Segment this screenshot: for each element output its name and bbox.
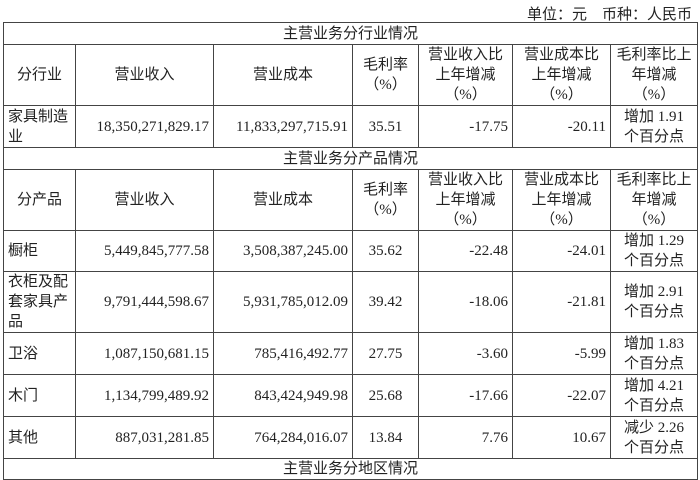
table-cell: 其他 — [3, 416, 76, 459]
column-header: 分产品 — [3, 169, 76, 231]
table-cell: 13.84 — [352, 416, 419, 459]
column-header: 营业成本比上年增减（%） — [512, 44, 611, 106]
table-cell: 5,449,845,777.58 — [75, 230, 214, 272]
table-cell: 25.68 — [352, 374, 419, 417]
table-cell: 卫浴 — [3, 332, 76, 375]
table-cell: 减少 2.26 个百分点 — [609, 416, 699, 459]
column-header: 营业成本比上年增减（%） — [512, 169, 611, 231]
table-cell: -3.60 — [418, 332, 513, 375]
table-cell: 增加 2.91 个百分点 — [609, 271, 699, 333]
column-header: 营业成本 — [213, 44, 353, 106]
table-cell: 764,284,016.07 — [213, 416, 353, 459]
section-title: 主营业务分产品情况 — [2, 147, 699, 170]
table-cell: 35.51 — [352, 105, 419, 148]
table-cell: 橱柜 — [3, 230, 76, 272]
table-cell: 843,424,949.98 — [213, 374, 353, 417]
table-cell: -18.06 — [418, 271, 513, 333]
column-header: 营业收入比上年增减（%） — [418, 44, 513, 106]
table-row: 橱柜 5,449,845,777.58 3,508,387,245.00 35.62-… — [3, 230, 699, 272]
table-cell: 39.42 — [352, 271, 419, 333]
main-business-table: 主营业务分行业情况 分行业 营业收入 营业成本 毛利率（%） 营业收入比上年增减（%） 营业… — [2, 22, 699, 480]
table-cell: 3,508,387,245.00 — [213, 230, 353, 272]
table-cell: -5.99 — [512, 332, 611, 375]
column-header: 毛利率比上年增减（%） — [609, 44, 699, 106]
table-cell: 增加 1.29 个百分点 — [609, 230, 699, 272]
table-cell: 785,416,492.77 — [213, 332, 353, 375]
table-cell: 增加 1.83 个百分点 — [609, 332, 699, 375]
column-header: 毛利率比上年增减（%） — [609, 169, 699, 231]
table-cell: 18,350,271,829.17 — [75, 105, 214, 148]
table-cell: 9,791,444,598.67 — [75, 271, 214, 333]
section-title: 主营业务分地区情况 — [2, 458, 699, 480]
table-row: 家具制造业 18,350,271,829.17 11,833,297,715.91 3… — [3, 105, 699, 148]
table-cell: 11,833,297,715.91 — [213, 105, 353, 148]
table-cell: 10.67 — [512, 416, 611, 459]
column-header: 分行业 — [3, 44, 76, 106]
table-cell: -21.81 — [512, 271, 611, 333]
section-title: 主营业务分行业情况 — [2, 22, 699, 45]
table-cell: 家具制造业 — [3, 105, 76, 148]
table-cell: 增加 1.91 个百分点 — [609, 105, 699, 148]
column-header: 营业收入 — [75, 44, 214, 106]
table-row: 其他 887,031,281.85 764,284,016.07 13.84 7.76 1… — [3, 416, 699, 459]
table-cell: 衣柜及配套家具产品 — [3, 271, 76, 333]
column-header: 营业收入 — [75, 169, 214, 231]
table-cell: 35.62 — [352, 230, 419, 272]
table-cell: 887,031,281.85 — [75, 416, 214, 459]
table-cell: -20.11 — [512, 105, 611, 148]
table-row: 木门 1,134,799,489.92 843,424,949.98 25.68 -17… — [3, 374, 699, 417]
table-cell: -17.75 — [418, 105, 513, 148]
column-header: 营业收入比上年增减（%） — [418, 169, 513, 231]
unit-currency-note: 单位：元 币种：人民币 — [526, 7, 692, 23]
table-cell: 27.75 — [352, 332, 419, 375]
column-header: 毛利率（%） — [352, 169, 419, 231]
column-header: 营业成本 — [213, 169, 353, 231]
table-cell: 5,931,785,012.09 — [213, 271, 353, 333]
table-row: 衣柜及配套家具产品 9,791,444,598.67 5,931,785,012.0… — [3, 271, 699, 333]
table-cell: 木门 — [3, 374, 76, 417]
column-header: 毛利率（%） — [352, 44, 419, 106]
table-cell: 1,087,150,681.15 — [75, 332, 214, 375]
table-row: 卫浴 1,087,150,681.15 785,416,492.77 27.75 -3.… — [3, 332, 699, 375]
table-cell: 1,134,799,489.92 — [75, 374, 214, 417]
table-cell: 增加 4.21 个百分点 — [609, 374, 699, 417]
table-cell: -22.07 — [512, 374, 611, 417]
table-cell: 7.76 — [418, 416, 513, 459]
table-cell: -22.48 — [418, 230, 513, 272]
table-cell: -17.66 — [418, 374, 513, 417]
table-cell: -24.01 — [512, 230, 611, 272]
